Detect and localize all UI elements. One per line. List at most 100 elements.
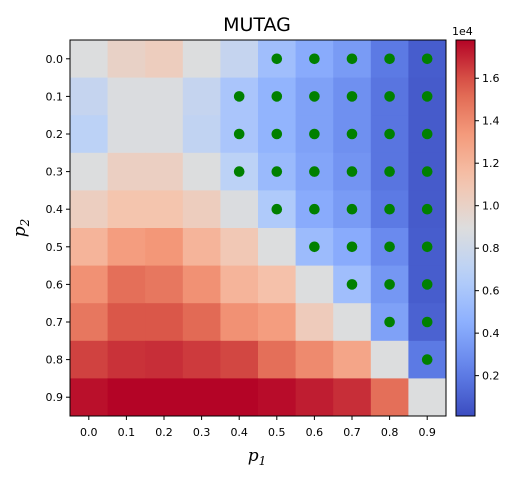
x-axis-label-base: p (248, 446, 259, 466)
marker-point (309, 241, 320, 253)
marker-point (346, 166, 358, 177)
heatmap-cell (145, 152, 184, 191)
marker-point (309, 128, 320, 140)
colorbar-tick-label: 1.4 (482, 115, 500, 128)
colorbar-tick-label: 0.2 (482, 370, 500, 383)
heatmap-cell (107, 40, 146, 79)
y-tick-label: 0.0 (46, 53, 64, 66)
heatmap-cell (145, 115, 184, 154)
marker-point (233, 128, 245, 140)
heatmap-cell (107, 303, 146, 342)
marker-point (421, 316, 433, 328)
y-axis-label: p2 (10, 219, 32, 238)
heatmap-cell (258, 378, 297, 417)
marker-point (384, 53, 395, 65)
marker-point (384, 241, 395, 253)
marker-point (421, 354, 433, 365)
y-tick-label: 0.2 (46, 128, 64, 141)
marker-point (233, 166, 245, 177)
marker-point (309, 53, 320, 65)
heatmap-cell (107, 152, 146, 191)
heatmap-cell (182, 190, 221, 229)
colorbar-tick-label: 1.2 (482, 157, 500, 170)
heatmap-cell (182, 378, 221, 417)
heatmap-markers (233, 53, 433, 365)
colorbar-tick-label: 0.8 (482, 242, 500, 255)
heatmap-cell (107, 228, 146, 267)
marker-point (271, 203, 283, 215)
heatmap-cell (145, 378, 184, 417)
heatmap-cell (408, 378, 447, 417)
x-tick-label: 0.6 (306, 426, 324, 439)
marker-point (346, 203, 358, 215)
marker-point (233, 91, 245, 102)
heatmap-cell (220, 303, 259, 342)
x-axis-label-sub: 1 (259, 454, 267, 468)
heatmap-cell (295, 265, 334, 304)
marker-point (421, 166, 433, 177)
marker-point (384, 316, 395, 328)
colorbar-tick-label: 1.6 (482, 72, 500, 85)
heatmap-cell (107, 190, 146, 229)
heatmap-cell (70, 115, 109, 154)
marker-point (421, 91, 433, 102)
heatmap-cell (220, 40, 259, 79)
marker-point (309, 91, 320, 102)
heatmap-cell (70, 340, 109, 379)
x-tick-label: 0.7 (343, 426, 361, 439)
heatmap-cell (70, 378, 109, 417)
heatmap-cell (145, 77, 184, 116)
heatmap-cell (70, 228, 109, 267)
x-tick-label: 0.0 (80, 426, 98, 439)
heatmap-cell (295, 340, 334, 379)
heatmap-cell (107, 77, 146, 116)
colorbar-ticks: 0.2 0.4 0.6 0.8 1.0 1.2 1.4 1.6 (475, 72, 500, 383)
colorbar-tick-label: 0.4 (482, 327, 500, 340)
heatmap-cell (145, 228, 184, 267)
heatmap-cell (295, 378, 334, 417)
marker-point (384, 91, 395, 102)
heatmap-cell (220, 265, 259, 304)
marker-point (421, 128, 433, 140)
marker-point (271, 128, 283, 140)
heatmap-cell (295, 303, 334, 342)
marker-point (346, 241, 358, 253)
x-tick-label: 0.2 (155, 426, 173, 439)
heatmap-cell (182, 40, 221, 79)
x-axis-ticks: 0.0 0.1 0.2 0.3 0.4 0.5 0.6 0.7 0.8 0.9 (80, 416, 436, 439)
heatmap-cell (220, 228, 259, 267)
heatmap-cell (370, 378, 409, 417)
heatmap-cell (220, 190, 259, 229)
marker-point (384, 128, 395, 140)
heatmap-cell (258, 265, 297, 304)
x-tick-label: 0.1 (118, 426, 136, 439)
heatmap-cell (70, 40, 109, 79)
colorbar (455, 39, 476, 417)
chart-title: MUTAG (223, 14, 291, 36)
x-tick-label: 0.9 (418, 426, 436, 439)
heatmap-cell (107, 265, 146, 304)
marker-point (384, 166, 395, 177)
heatmap-cell (70, 303, 109, 342)
marker-point (309, 203, 320, 215)
marker-point (421, 279, 433, 290)
heatmap-cell (258, 303, 297, 342)
colorbar-tick-label: 1.0 (482, 200, 500, 213)
heatmap-cell (370, 340, 409, 379)
heatmap-cell (182, 115, 221, 154)
heatmap-cell (70, 265, 109, 304)
y-tick-label: 0.5 (46, 241, 64, 254)
heatmap-cell (145, 190, 184, 229)
y-tick-label: 0.6 (46, 278, 64, 291)
marker-point (271, 166, 283, 177)
y-tick-label: 0.3 (46, 166, 64, 179)
marker-point (421, 203, 433, 215)
y-axis-ticks: 0.0 0.1 0.2 0.3 0.4 0.5 0.6 0.7 0.8 0.9 (46, 53, 70, 404)
colorbar-tick-label: 0.6 (482, 285, 500, 298)
y-tick-label: 0.9 (46, 391, 64, 404)
heatmap-cell (258, 340, 297, 379)
heatmap-cell (70, 77, 109, 116)
heatmap-cell (107, 115, 146, 154)
heatmap-cell (182, 265, 221, 304)
